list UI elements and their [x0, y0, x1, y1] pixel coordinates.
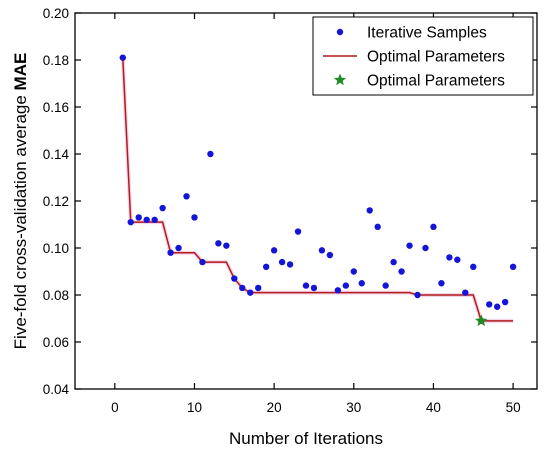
sample-point — [159, 204, 166, 212]
x-tick-label: 20 — [267, 400, 282, 415]
legend-label: Optimal Parameters — [367, 73, 505, 90]
sample-point — [326, 251, 334, 259]
sample-point — [135, 214, 142, 221]
sample-point — [302, 282, 310, 289]
sample-point — [430, 223, 437, 231]
sample-point — [414, 291, 421, 299]
y-tick-label: 0.12 — [43, 194, 69, 209]
sample-point — [119, 54, 126, 61]
sample-point — [501, 298, 509, 306]
sample-point — [199, 258, 206, 266]
legend-label: Optimal Parameters — [367, 49, 505, 66]
y-axis-title-prefix: Five-fold cross-validation average — [11, 90, 30, 349]
sample-point — [438, 280, 445, 287]
optimal-line-glow — [120, 57, 514, 323]
legend-point-marker — [336, 28, 344, 36]
y-tick-label: 0.14 — [43, 147, 70, 162]
y-axis-title: Five-fold cross-validation average MAE — [11, 53, 30, 350]
sample-point — [262, 263, 270, 270]
sample-point — [270, 247, 278, 254]
sample-point — [278, 258, 286, 266]
sample-point — [470, 263, 477, 270]
x-tick-label: 10 — [187, 400, 202, 415]
sample-point — [350, 268, 357, 275]
x-tick-label: 40 — [426, 400, 441, 415]
x-tick-label: 30 — [346, 400, 361, 415]
sample-point — [334, 287, 342, 294]
sample-point — [294, 228, 302, 235]
sample-point — [398, 268, 405, 275]
optimal-star-marker — [475, 314, 488, 327]
y-tick-label: 0.18 — [43, 53, 69, 68]
sample-point — [486, 301, 493, 308]
sample-point — [382, 282, 389, 289]
sample-point — [462, 289, 469, 296]
sample-point — [183, 193, 190, 200]
y-axis-title-bold: MAE — [11, 53, 30, 91]
sample-point — [127, 218, 134, 226]
y-tick-label: 0.06 — [43, 335, 69, 350]
sample-point — [446, 254, 453, 261]
y-tick-label: 0.20 — [43, 6, 69, 21]
y-tick-label: 0.08 — [43, 288, 69, 303]
sample-point — [406, 242, 413, 249]
sample-point — [366, 207, 373, 214]
sample-point — [509, 263, 517, 270]
sample-point — [247, 289, 254, 296]
sample-point — [223, 242, 230, 249]
sample-point — [318, 247, 326, 254]
sample-point — [390, 258, 397, 266]
sample-point — [151, 216, 158, 223]
x-axis-title: Number of Iterations — [229, 429, 383, 448]
sample-point — [239, 284, 246, 292]
sample-point — [215, 240, 222, 247]
sample-point — [358, 280, 365, 287]
sample-point — [493, 303, 501, 310]
sample-point — [167, 249, 174, 256]
sample-point — [310, 284, 318, 292]
sample-point — [191, 214, 198, 221]
sample-point — [342, 282, 350, 289]
sample-point — [175, 244, 182, 252]
optimal-parameters-line — [122, 57, 514, 322]
sample-point — [454, 256, 461, 263]
sample-point — [207, 150, 214, 158]
sample-point — [231, 275, 238, 282]
legend-star-marker — [333, 73, 347, 86]
sample-point — [255, 284, 262, 292]
x-tick-label: 50 — [506, 400, 521, 415]
sample-point — [286, 261, 294, 268]
sample-point — [143, 216, 150, 223]
x-tick-label: 0 — [111, 400, 119, 415]
legend-label: Iterative Samples — [367, 25, 487, 42]
sample-point — [374, 223, 381, 231]
sample-point — [422, 244, 429, 252]
y-tick-label: 0.04 — [43, 382, 70, 397]
y-tick-label: 0.10 — [43, 241, 69, 256]
y-tick-label: 0.16 — [43, 100, 69, 115]
